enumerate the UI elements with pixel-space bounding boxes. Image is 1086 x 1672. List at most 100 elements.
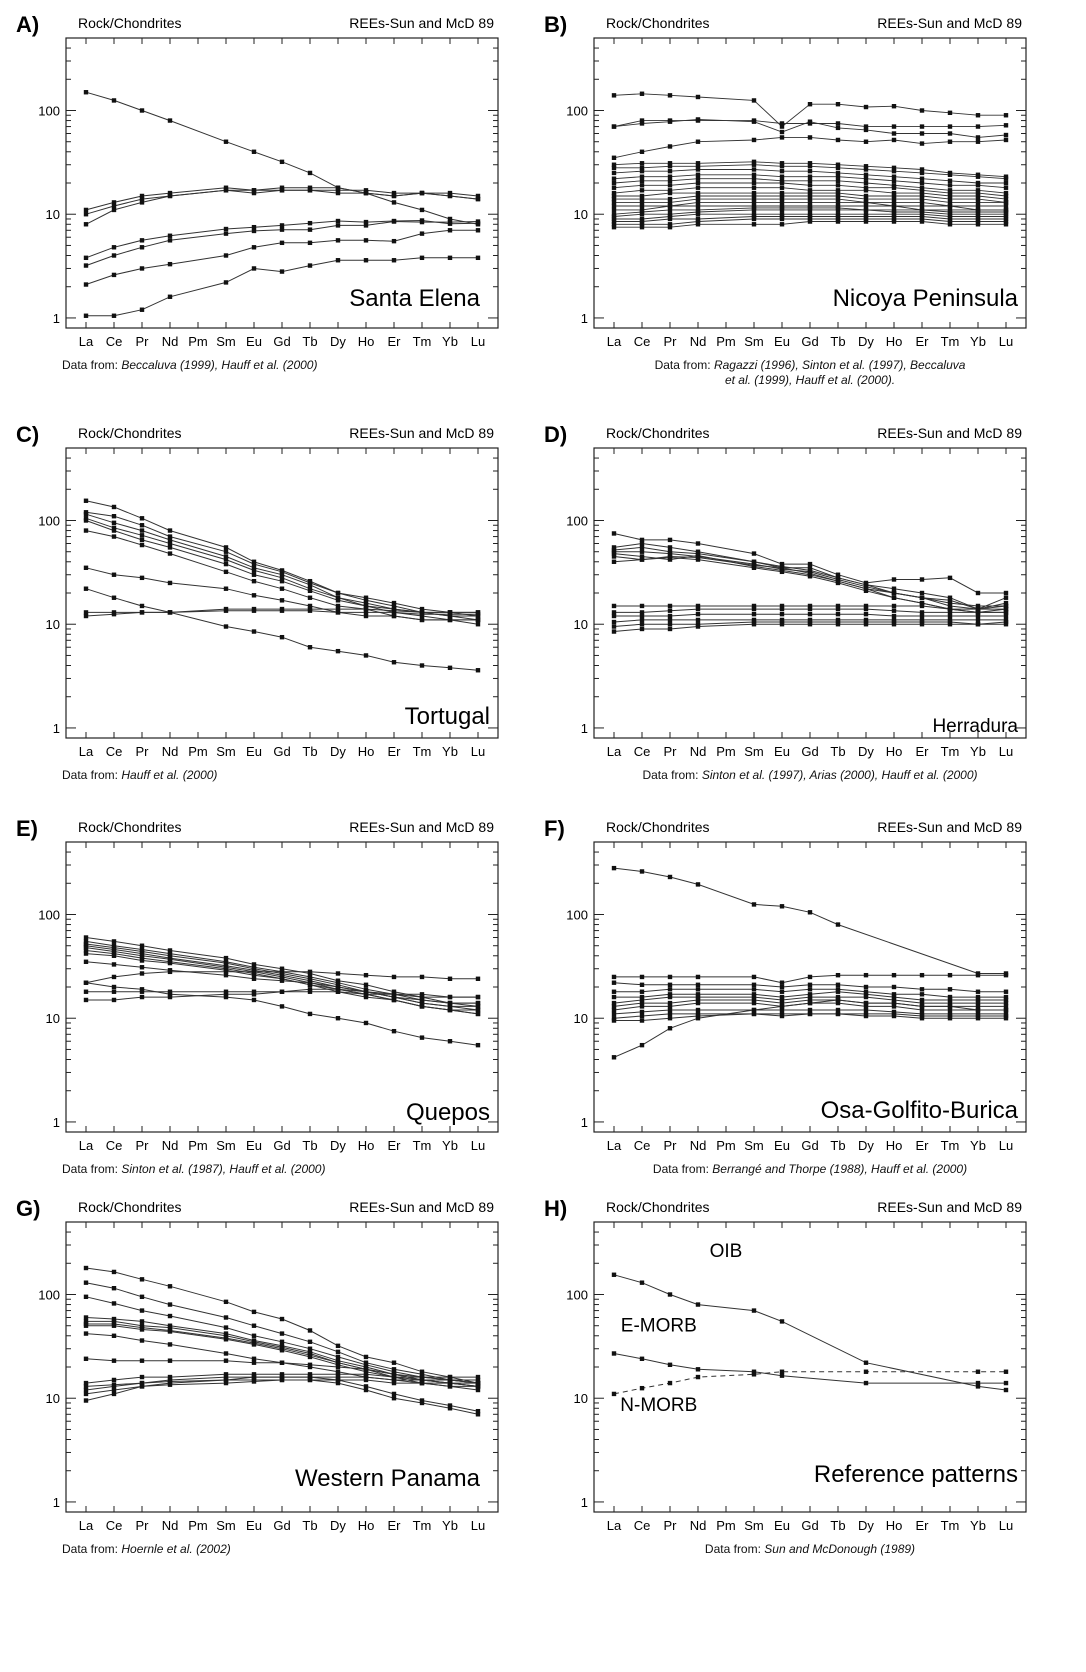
data-point bbox=[667, 992, 673, 997]
data-point bbox=[139, 108, 145, 113]
data-point bbox=[891, 203, 897, 209]
data-point bbox=[919, 603, 925, 609]
data-point bbox=[139, 610, 145, 615]
data-point bbox=[1003, 219, 1009, 224]
data-point bbox=[251, 561, 257, 567]
series-line bbox=[85, 1267, 479, 1384]
data-point bbox=[947, 610, 953, 615]
data-point bbox=[1003, 193, 1009, 199]
data-point bbox=[639, 541, 645, 546]
data-point bbox=[779, 997, 785, 1003]
data-point bbox=[835, 1007, 841, 1013]
data-point bbox=[307, 987, 313, 992]
x-tick-label: Lu bbox=[471, 334, 485, 349]
series-line bbox=[613, 120, 1007, 128]
data-point bbox=[667, 1362, 673, 1368]
data-point bbox=[391, 1396, 397, 1401]
data-point bbox=[83, 1398, 89, 1403]
data-point bbox=[139, 989, 145, 994]
data-point bbox=[891, 603, 897, 609]
data-point bbox=[947, 987, 953, 992]
data-point bbox=[307, 1374, 313, 1380]
data-point bbox=[1003, 113, 1009, 118]
data-point bbox=[335, 595, 341, 600]
data-point bbox=[447, 1374, 453, 1380]
data-point bbox=[223, 1380, 229, 1386]
data-point bbox=[307, 969, 313, 975]
y-tick-label: 10 bbox=[574, 1391, 588, 1406]
data-point bbox=[947, 212, 953, 217]
data-point bbox=[835, 603, 841, 609]
data-point bbox=[335, 185, 341, 190]
data-point bbox=[919, 141, 925, 146]
data-point bbox=[919, 997, 925, 1003]
data-point bbox=[335, 610, 341, 615]
data-point bbox=[835, 989, 841, 994]
data-point bbox=[835, 188, 841, 193]
data-point bbox=[947, 139, 953, 144]
data-point bbox=[1003, 610, 1009, 615]
data-point bbox=[947, 1000, 953, 1006]
data-point bbox=[779, 561, 785, 567]
x-tick-label: Er bbox=[916, 744, 930, 759]
data-point bbox=[611, 1000, 617, 1006]
data-point bbox=[751, 180, 757, 186]
data-point bbox=[863, 104, 869, 110]
data-point bbox=[891, 185, 897, 190]
data-point bbox=[111, 1269, 117, 1275]
data-point bbox=[335, 590, 341, 596]
normalization-label: REEs-Sun and McD 89 bbox=[877, 425, 1022, 441]
data-point bbox=[167, 233, 173, 238]
data-point bbox=[667, 168, 673, 174]
x-tick-label: Tm bbox=[413, 744, 432, 759]
data-point bbox=[779, 214, 785, 219]
data-point bbox=[919, 185, 925, 190]
series-line bbox=[613, 1009, 1006, 1015]
data-point bbox=[1003, 185, 1009, 190]
data-point bbox=[975, 622, 981, 627]
data-point bbox=[419, 1377, 425, 1383]
series-label: E-MORB bbox=[621, 1315, 697, 1336]
data-point bbox=[751, 559, 757, 564]
data-point bbox=[419, 611, 425, 617]
data-point bbox=[475, 1004, 481, 1009]
data-point bbox=[975, 590, 981, 596]
data-point bbox=[167, 1382, 173, 1387]
data-point bbox=[639, 626, 645, 632]
data-point bbox=[667, 554, 673, 559]
data-point bbox=[863, 1369, 869, 1374]
data-point bbox=[111, 520, 117, 526]
data-point bbox=[83, 980, 89, 985]
data-point bbox=[167, 580, 173, 586]
data-point bbox=[475, 1412, 481, 1417]
data-point bbox=[111, 1377, 117, 1383]
data-point bbox=[667, 212, 673, 217]
data-point bbox=[667, 613, 673, 619]
data-point bbox=[251, 1360, 257, 1365]
data-point bbox=[751, 214, 757, 219]
data-point bbox=[975, 174, 981, 179]
data-point bbox=[695, 1367, 701, 1372]
data-point bbox=[167, 960, 173, 966]
series-line bbox=[86, 988, 478, 1001]
data-point bbox=[863, 992, 869, 997]
data-point bbox=[223, 139, 229, 144]
data-point bbox=[639, 193, 645, 199]
data-point bbox=[863, 185, 869, 190]
data-point bbox=[919, 613, 925, 619]
x-tick-label: Ho bbox=[886, 334, 903, 349]
data-point bbox=[139, 542, 145, 548]
data-point bbox=[639, 161, 645, 166]
data-point bbox=[419, 617, 425, 623]
data-point bbox=[335, 598, 341, 603]
data-point bbox=[83, 1323, 89, 1328]
series-line bbox=[614, 551, 1007, 610]
y-tick-label: 1 bbox=[581, 721, 588, 736]
data-point bbox=[475, 219, 481, 224]
data-point bbox=[363, 600, 369, 606]
data-point bbox=[975, 203, 981, 209]
data-point bbox=[667, 93, 673, 98]
data-point bbox=[807, 565, 813, 570]
data-point bbox=[111, 953, 117, 958]
data-point bbox=[1003, 203, 1009, 209]
